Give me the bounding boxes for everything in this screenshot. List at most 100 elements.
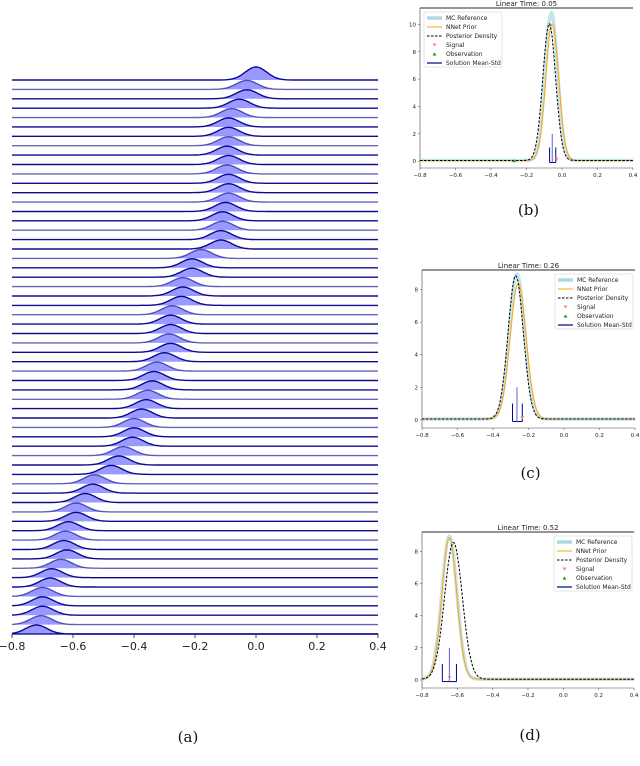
x-tick-label: −0.6 — [451, 693, 465, 699]
x-tick-label: 0.2 — [308, 640, 326, 653]
ridge-line — [12, 427, 378, 438]
x-tick-label: 0.4 — [630, 693, 639, 699]
x-tick-label: 0.0 — [560, 433, 569, 439]
y-tick-label: 0 — [415, 418, 419, 424]
ridge-line — [12, 333, 378, 344]
ridge-line — [12, 483, 378, 494]
ridge-line — [12, 530, 378, 541]
x-tick-label: 0.4 — [629, 173, 638, 179]
legend-box — [423, 11, 503, 68]
ridge-fill — [12, 67, 378, 80]
ridge-line — [12, 502, 378, 513]
series-posterior-density — [422, 275, 635, 420]
x-tick-label: 0.2 — [593, 173, 602, 179]
ridge-line — [12, 361, 378, 372]
legend-box — [554, 273, 634, 330]
ridge-line — [12, 220, 378, 231]
x-tick-label: −0.2 — [520, 173, 533, 179]
ridge-line — [12, 229, 378, 241]
ridge-fill — [12, 155, 378, 165]
ridge-line — [12, 66, 378, 81]
legend-label: Posterior Density — [577, 295, 629, 302]
x-tick-label: −0.2 — [521, 693, 534, 699]
density-chart: Linear Time: 0.26 −0.8 −0.6 −0.4 −0.2 0.0 0.2 0… — [415, 262, 640, 482]
ridge-fill — [12, 164, 378, 174]
subfigure-label: (d) — [519, 726, 540, 744]
ridge-fill — [12, 333, 378, 343]
ridge-line — [12, 380, 378, 391]
legend-label: Observation — [446, 51, 483, 58]
legend-label: Solution Mean-Std — [577, 322, 632, 329]
ridge-fill — [12, 596, 378, 606]
ridge-fill — [12, 409, 378, 419]
ridge-line — [12, 107, 378, 119]
ridge-line — [12, 417, 378, 429]
ridge-fill — [12, 89, 378, 99]
ridge-line — [12, 511, 378, 522]
ridge-line — [12, 389, 378, 400]
legend-label: Solution Mean-Std — [446, 60, 501, 67]
ridge-fill — [12, 371, 378, 381]
ridge-fill — [12, 615, 378, 625]
y-tick-label: 2 — [413, 132, 417, 138]
y-tick-label: 10 — [409, 22, 416, 28]
x-tick-label: −0.8 — [415, 693, 429, 699]
ridge-fill — [12, 559, 378, 569]
subfigure-label: (b) — [518, 201, 539, 219]
x-tick-label: −0.4 — [121, 640, 148, 653]
legend-label: Solution Mean-Std — [576, 584, 631, 591]
ridge-line — [11, 586, 378, 598]
ridge-line — [12, 154, 378, 166]
ridge-fill — [12, 399, 378, 409]
ridge-line — [12, 239, 378, 250]
ridge-line — [12, 351, 378, 363]
ridge-fill — [12, 549, 378, 559]
ridge-line — [12, 464, 378, 476]
ridge-fill — [12, 202, 378, 212]
chart-title: Linear Time: 0.26 — [498, 262, 560, 270]
ridge-line — [12, 248, 378, 260]
x-tick-label: 0.4 — [631, 433, 640, 439]
y-tick-label: 6 — [415, 581, 419, 587]
ridge-fill — [12, 183, 378, 193]
legend-label: Signal — [576, 566, 595, 573]
ridge-fill — [12, 465, 378, 475]
legend-handle-signal — [563, 305, 568, 309]
x-tick-label: 0.0 — [559, 693, 568, 699]
ridge-line — [12, 408, 378, 419]
ridge-fill — [12, 211, 378, 221]
signal-marker — [447, 676, 452, 680]
ridge-line — [12, 192, 378, 203]
ridge-line — [12, 549, 378, 560]
ridge-fill — [12, 127, 378, 137]
legend-label: MC Reference — [446, 15, 488, 22]
ridge-line — [12, 342, 378, 353]
ridge-fill — [12, 117, 378, 127]
ridge-line — [11, 567, 378, 579]
ridge-line — [12, 267, 378, 278]
x-tick-label: −0.6 — [451, 433, 465, 439]
ridge-fill — [12, 512, 378, 522]
ridge-fill — [12, 362, 378, 372]
signal-marker — [554, 157, 559, 161]
ridge-fill — [12, 136, 378, 146]
ridge-fill — [12, 418, 378, 428]
ridge-line — [12, 323, 378, 335]
ridge-fill — [12, 568, 378, 578]
ridge-line — [12, 173, 378, 184]
ridge-line — [12, 201, 378, 213]
ridge-line — [12, 276, 378, 288]
legend-handle-observation — [563, 314, 568, 318]
ridge-fill — [12, 108, 378, 118]
x-tick-label: 0.2 — [595, 433, 604, 439]
legend-label: Signal — [446, 42, 465, 49]
ridge-fill — [12, 352, 378, 362]
y-tick-label: 8 — [413, 50, 417, 56]
legend-handle-signal — [562, 567, 567, 571]
x-tick-label: 0.2 — [594, 693, 603, 699]
y-tick-label: 4 — [415, 353, 419, 359]
subfigure-label: (c) — [520, 464, 540, 482]
ridge-fill — [12, 174, 378, 184]
x-tick-label: 0.0 — [558, 173, 567, 179]
